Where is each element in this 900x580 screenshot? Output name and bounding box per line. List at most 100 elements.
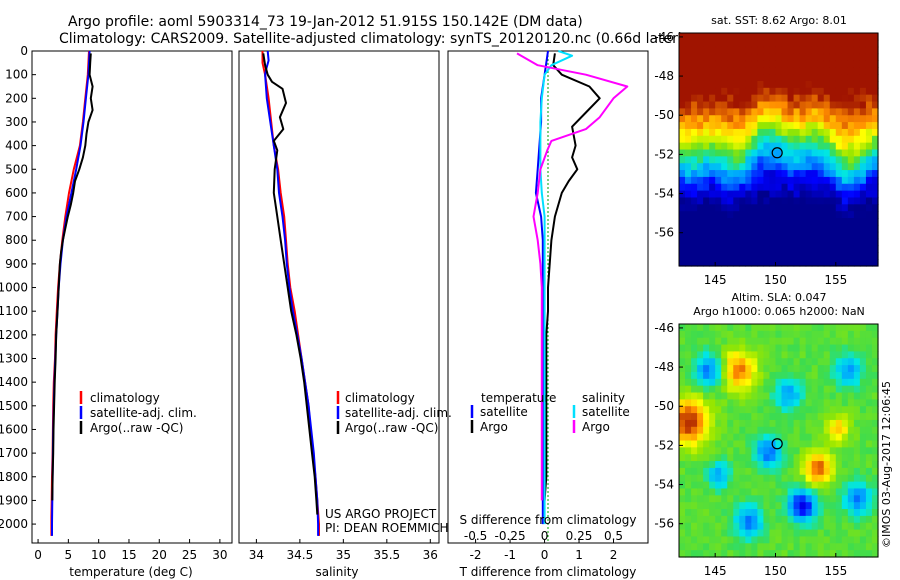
map-cell: [853, 406, 861, 414]
map-cell: [739, 135, 746, 144]
map-cell: [859, 204, 867, 212]
map-cell: [823, 231, 831, 240]
map-cell: [799, 413, 807, 421]
map-cell: [835, 94, 843, 103]
map-cell: [703, 454, 710, 462]
map-cell: [865, 426, 873, 435]
map-cell: [859, 252, 867, 260]
map-cell: [841, 536, 849, 544]
map-cell: [823, 433, 831, 442]
map-cell: [715, 467, 722, 476]
map-cell: [769, 259, 777, 267]
map-cell: [751, 454, 758, 462]
map-cell: [697, 67, 704, 75]
map-cell: [721, 218, 728, 226]
map-cell: [739, 413, 746, 421]
map-cell: [817, 550, 825, 558]
map-cell: [769, 426, 777, 435]
map-cell: [793, 378, 801, 387]
map-cell: [775, 324, 783, 332]
map-cell: [697, 481, 704, 490]
map-cell: [793, 413, 801, 421]
map-cell: [757, 324, 765, 332]
map-cell: [727, 190, 734, 199]
map-cell: [787, 183, 795, 192]
legend-label-satellite: satellite-adj. clim.: [90, 406, 197, 420]
map-cell: [709, 426, 716, 435]
map-cell: [763, 406, 771, 414]
map-cell: [715, 115, 722, 123]
map-cell: [847, 245, 855, 253]
map-cell: [781, 392, 789, 400]
map-cell: [703, 378, 710, 387]
map-cell: [817, 176, 825, 185]
map-cell: [739, 440, 746, 448]
map-cell: [769, 183, 777, 192]
map-cell: [685, 385, 692, 394]
map-cell: [697, 447, 704, 455]
map-cell: [745, 543, 752, 551]
map-cell: [745, 481, 752, 490]
map-cell: [781, 365, 789, 373]
map-cell: [793, 371, 801, 380]
map-cell: [817, 135, 825, 144]
map-cell: [733, 481, 740, 490]
map-cell: [709, 474, 716, 483]
map-cell: [853, 413, 861, 421]
temperature-yaxis: 0100200300400500600700800900100011001200…: [0, 44, 36, 531]
map-cell: [733, 101, 740, 109]
map-cell: [805, 522, 813, 531]
map-cell: [781, 218, 789, 226]
map-cell: [781, 522, 789, 531]
map-cell: [817, 60, 825, 68]
map-cell: [865, 488, 873, 496]
map-cell: [841, 337, 849, 346]
map-cell: [703, 392, 710, 400]
map-cell: [757, 419, 765, 428]
x-tick-label: -1: [504, 548, 516, 562]
map-cell: [709, 218, 716, 226]
map-cell: [679, 543, 686, 551]
map-cell: [721, 344, 728, 353]
map-cell: [871, 33, 879, 41]
map-cell: [865, 536, 873, 544]
map-cell: [775, 94, 783, 103]
map-cell: [841, 204, 849, 212]
map-cell: [805, 190, 813, 199]
map-cell: [703, 115, 710, 123]
map-cell: [871, 101, 879, 109]
map-cell: [739, 115, 746, 123]
map-cell: [751, 39, 758, 48]
map-cell: [817, 433, 825, 442]
map-cell: [763, 433, 771, 442]
map-cell: [811, 122, 819, 130]
map-cell: [745, 60, 752, 68]
map-cell: [823, 358, 831, 366]
map-cell: [751, 522, 758, 531]
map-cell: [739, 344, 746, 353]
map-cell: [823, 108, 831, 116]
map-cell: [757, 474, 765, 483]
map-cell: [871, 337, 879, 346]
map-cell: [817, 371, 825, 380]
map-cell: [847, 467, 855, 476]
map-cell: [841, 46, 849, 55]
map-cell: [685, 324, 692, 332]
map-cell: [799, 94, 807, 103]
map-cell: [685, 259, 692, 267]
legend-label-argo: Argo(..raw -QC): [90, 421, 183, 435]
map-cell: [811, 461, 819, 469]
map-cell: [715, 351, 722, 359]
map-cell: [841, 231, 849, 240]
map-cell: [817, 351, 825, 359]
map-cell: [847, 224, 855, 233]
map-cell: [787, 419, 795, 428]
map-cell: [703, 190, 710, 199]
map-cell: [871, 406, 879, 414]
map-cell: [715, 176, 722, 185]
map-cell: [787, 440, 795, 448]
map-cell: [811, 351, 819, 359]
map-cell: [859, 454, 867, 462]
map-cell: [775, 419, 783, 428]
map-cell: [721, 252, 728, 260]
